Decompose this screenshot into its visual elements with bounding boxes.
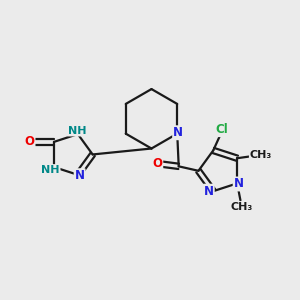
Text: NH: NH xyxy=(68,125,86,136)
Text: CH₃: CH₃ xyxy=(230,202,253,212)
Text: CH₃: CH₃ xyxy=(250,150,272,160)
Text: NH: NH xyxy=(41,165,60,175)
Text: N: N xyxy=(173,126,183,139)
Text: N: N xyxy=(75,169,85,182)
Text: O: O xyxy=(25,135,34,148)
Text: Cl: Cl xyxy=(216,123,229,136)
Text: N: N xyxy=(234,178,244,190)
Text: N: N xyxy=(204,185,214,198)
Text: O: O xyxy=(152,157,162,170)
